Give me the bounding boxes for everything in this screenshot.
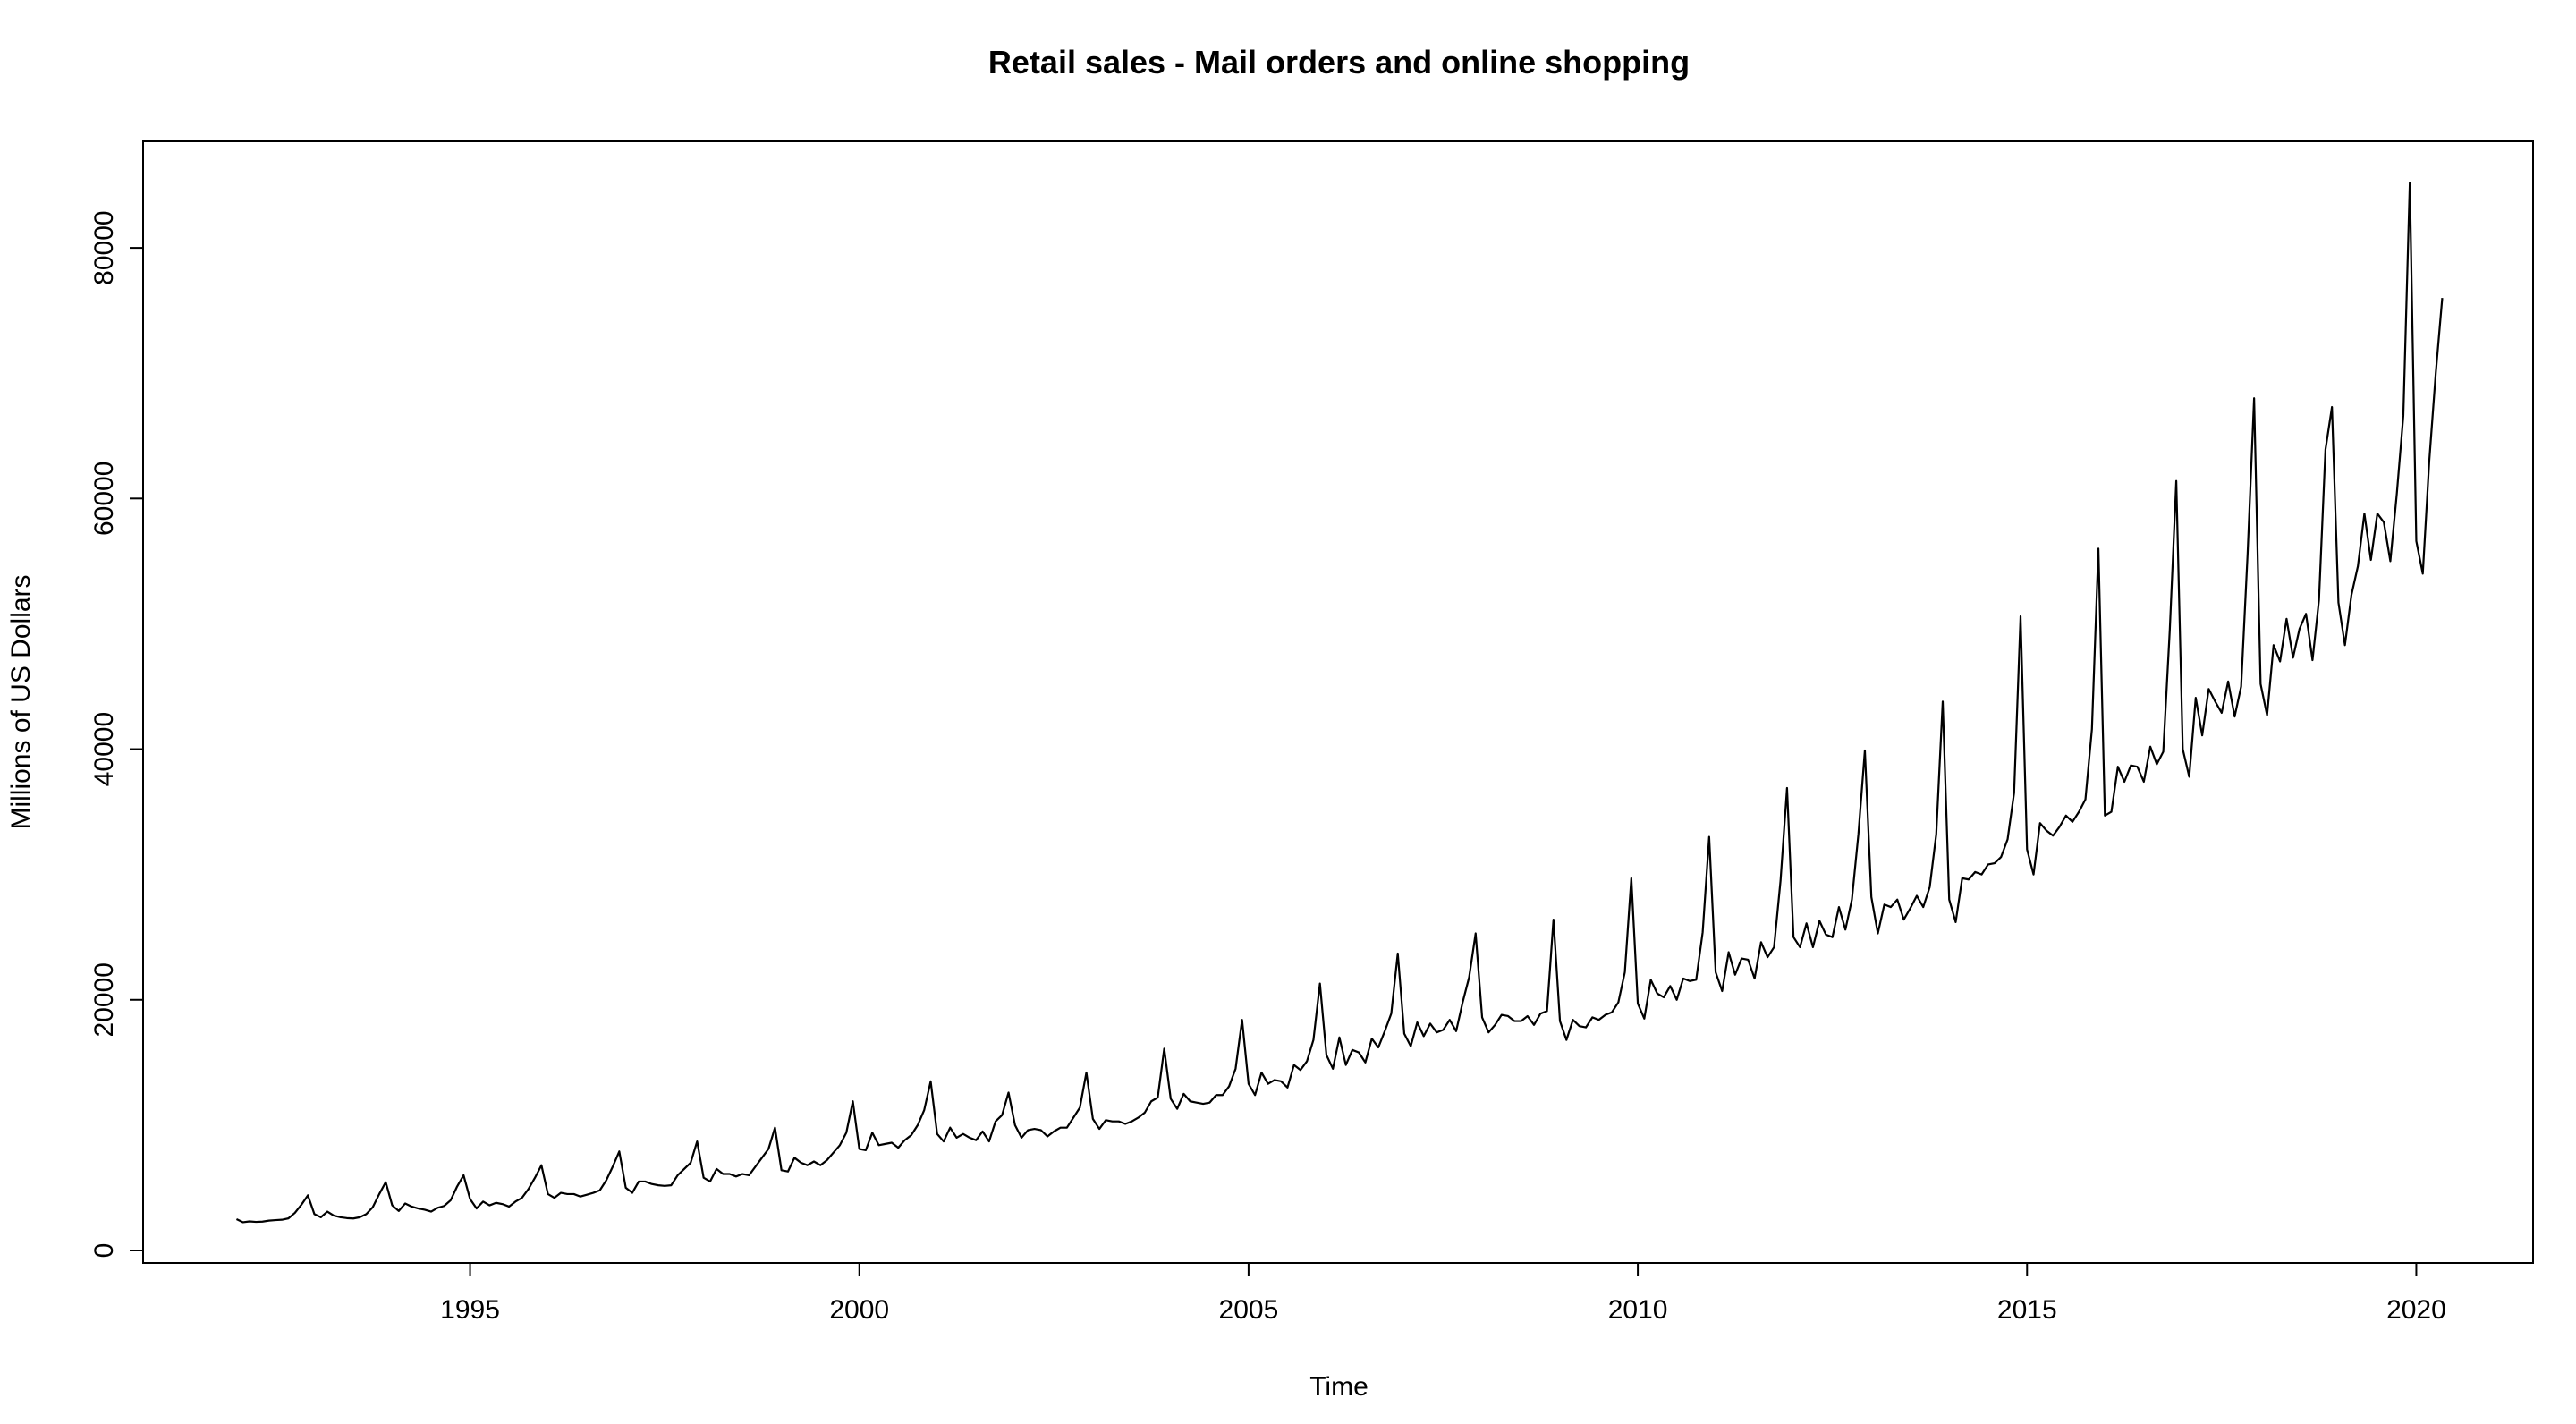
x-tick-label: 2005	[1219, 1295, 1279, 1325]
x-tick-label: 2010	[1608, 1295, 1668, 1325]
y-tick-label: 0	[89, 1243, 119, 1259]
y-axis-label: Millions of US Dollars	[6, 574, 36, 829]
series-line	[235, 182, 2444, 1224]
chart-title: Retail sales - Mail orders and online sh…	[988, 44, 1690, 81]
plot-frame	[142, 140, 2534, 1264]
y-tick-label: 40000	[89, 712, 119, 786]
y-axis: 0 20000 40000 60000 80000	[89, 210, 144, 1259]
x-tick-label: 1995	[440, 1295, 500, 1325]
x-tick-label: 2000	[829, 1295, 889, 1325]
x-tick-label: 2020	[2386, 1295, 2446, 1325]
x-axis-label: Time	[1309, 1372, 1368, 1402]
y-tick-label: 20000	[89, 962, 119, 1037]
y-tick-label: 60000	[89, 462, 119, 536]
x-axis: 1995 2000 2005 2010 2015 2020	[440, 1262, 2446, 1325]
y-tick-label: 80000	[89, 210, 119, 284]
x-tick-label: 2015	[1997, 1295, 2057, 1325]
